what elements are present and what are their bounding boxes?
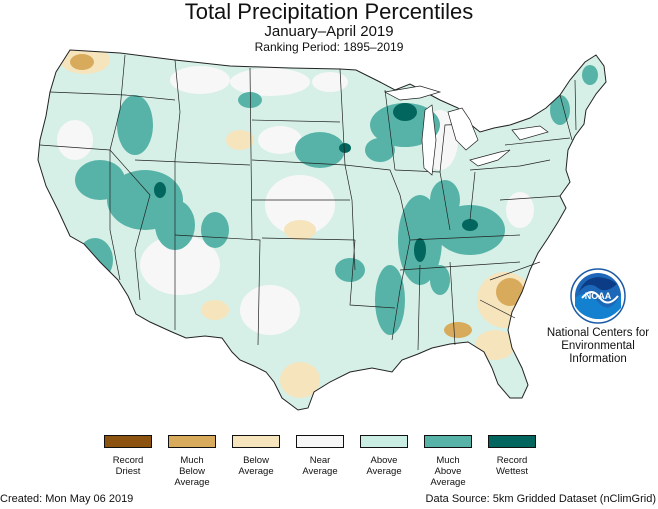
legend-item-much-above-average: Much Above Average (416, 435, 480, 488)
legend-item-record-driest: Record Driest (96, 435, 160, 477)
legend-item-record-wettest: Record Wettest (480, 435, 544, 477)
data-source: Data Source: 5km Gridded Dataset (nClimG… (425, 493, 656, 505)
state-boundaries (39, 54, 577, 351)
noaa-logo-icon: NOAA (570, 268, 626, 324)
us-outline (37, 49, 607, 411)
legend-swatch (488, 435, 536, 448)
organization-name: National Centers for Environmental Infor… (546, 327, 650, 365)
legend-label: Record Wettest (495, 455, 529, 477)
map-subtitle: January–April 2019 (264, 23, 394, 40)
much-below-average-regions (70, 54, 524, 338)
legend-label: Much Below Average (174, 455, 210, 488)
created-date: Created: Mon May 06 2019 (0, 493, 134, 505)
legend-label: Below Average (238, 455, 274, 477)
legend-item-much-below-average: Much Below Average (160, 435, 224, 488)
legend-swatch (296, 435, 344, 448)
legend-label: Record Driest (112, 455, 144, 477)
legend-swatch (424, 435, 472, 448)
record-wettest-regions (154, 103, 478, 262)
legend-swatch (104, 435, 152, 448)
legend: Record Driest Much Below Average Below A… (96, 435, 546, 495)
great-lakes (383, 85, 549, 176)
legend-item-below-average: Below Average (224, 435, 288, 477)
legend-swatch (360, 435, 408, 448)
legend-item-near-average: Near Average (288, 435, 352, 477)
map-title: Total Precipitation Percentiles (184, 0, 474, 24)
legend-swatch (232, 435, 280, 448)
legend-label: Near Average (302, 455, 338, 477)
legend-swatch (168, 435, 216, 448)
legend-item-above-average: Above Average (352, 435, 416, 477)
noaa-logo-text: NOAA (585, 291, 612, 301)
legend-label: Much Above Average (430, 455, 466, 488)
ranking-period: Ranking Period: 1895–2019 (254, 40, 404, 54)
legend-label: Above Average (366, 455, 402, 477)
